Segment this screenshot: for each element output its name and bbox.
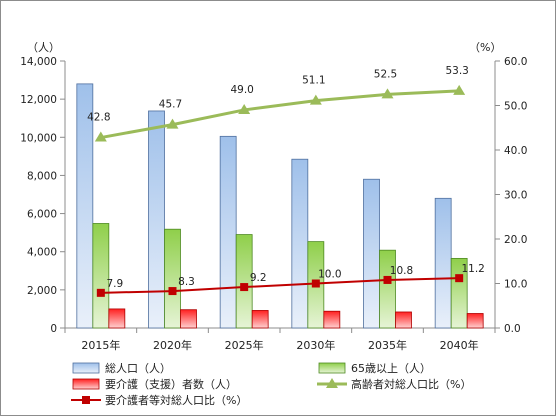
bar: [434, 197, 452, 329]
category-label: 2015年: [81, 338, 120, 352]
legend-item: 高齢者対総人口比（%）: [317, 377, 471, 391]
data-label: 10.0: [318, 269, 341, 281]
legend-label: 総人口（人）: [105, 361, 171, 375]
bar: [466, 313, 484, 329]
y-right-tick-label: 30.0: [504, 190, 527, 202]
legend-swatch: [72, 362, 100, 374]
line-point: [309, 94, 322, 105]
y-right-unit: （%）: [469, 41, 501, 54]
legend-item: 要介護（支援）者数（人）: [72, 377, 237, 391]
data-label: 49.0: [230, 84, 253, 96]
line-point: [455, 274, 464, 283]
line-point: [311, 279, 320, 288]
y-left-tick-labels: 0 2,000 4,000 6,000 8,000 10,000 12,000 14,000: [20, 56, 57, 335]
line-point: [453, 84, 466, 95]
line-point: [238, 103, 251, 114]
bar: [379, 249, 396, 329]
legend: 総人口（人） 65歳以上（人） 要介護（支援）者数（人） 高齢者対総人口比（%） 要介護…: [71, 361, 471, 407]
bar: [219, 135, 237, 329]
category-label: 2030年: [296, 338, 335, 352]
bar: [323, 310, 341, 329]
y-left-tick-label: 4,000: [27, 247, 57, 259]
y-left-tick-label: 0: [50, 323, 57, 335]
line-point: [240, 283, 249, 292]
y-right-tick-label: 20.0: [504, 234, 527, 246]
y-left-tick-label: 6,000: [27, 209, 57, 221]
legend-item: 総人口（人）: [72, 361, 171, 375]
bar: [180, 309, 197, 329]
y-left-tick-label: 14,000: [20, 56, 57, 68]
category-label: 2020年: [153, 338, 192, 352]
axes: [60, 60, 500, 333]
bar-marks: [76, 83, 484, 329]
data-label: 7.9: [106, 278, 123, 290]
legend-label: 要介護者等対総人口比（%）: [105, 393, 247, 407]
legend-swatch: [72, 378, 100, 390]
line-point: [166, 118, 179, 129]
data-label: 42.8: [87, 112, 110, 124]
data-label: 10.8: [390, 265, 413, 277]
series-line: [100, 89, 460, 140]
bar: [395, 311, 412, 329]
category-label: 2025年: [225, 338, 264, 352]
y-right-tick-label: 0.0: [504, 323, 521, 335]
legend-marker: [82, 396, 90, 404]
y-left-tick-label: 12,000: [20, 94, 57, 106]
bar: [108, 308, 126, 329]
y-right-tick-label: 50.0: [504, 101, 527, 113]
y-left-unit: （人）: [27, 41, 60, 54]
data-label: 9.2: [250, 272, 267, 284]
bar: [235, 234, 253, 329]
bar: [164, 228, 181, 329]
legend-item: 65歳以上（人）: [318, 362, 431, 375]
legend-marker: [326, 378, 338, 388]
category-labels: 2015年 2020年 2025年 2030年 2035年 2040年: [81, 338, 478, 352]
bar: [148, 110, 165, 329]
bar: [76, 83, 94, 329]
line-point: [94, 131, 107, 142]
y-right-tick-label: 60.0: [504, 56, 527, 68]
line-point: [168, 287, 177, 296]
legend-label: 要介護（支援）者数（人）: [105, 377, 237, 391]
data-label: 45.7: [159, 99, 182, 111]
legend-label: 高齢者対総人口比（%）: [351, 377, 471, 391]
data-label: 53.3: [445, 65, 468, 77]
line-point: [96, 288, 105, 297]
data-label: 11.2: [461, 263, 484, 275]
y-right-tick-label: 40.0: [504, 145, 527, 157]
bar: [92, 223, 110, 329]
data-label: 51.1: [302, 75, 325, 87]
bar: [363, 178, 380, 329]
bar: [291, 158, 309, 329]
data-label: 52.5: [374, 68, 397, 80]
legend-label: 65歳以上（人）: [351, 362, 431, 375]
y-right-tick-label: 10.0: [504, 279, 527, 291]
line-point: [381, 88, 394, 99]
category-label: 2035年: [368, 338, 407, 352]
line-point: [383, 275, 392, 284]
line-marks: 42.8 45.7 49.0 51.1 52.5 53.3 7.9 8.3 9.2 10.0 10.…: [87, 65, 485, 297]
legend-swatch: [318, 362, 346, 374]
y-right-tick-labels: 0.0 10.0 20.0 30.0 40.0 50.0 60.0: [504, 56, 527, 335]
y-left-tick-label: 8,000: [27, 170, 57, 182]
series-line: [100, 277, 460, 294]
y-left-tick-label: 2,000: [27, 285, 57, 297]
bar: [251, 310, 269, 329]
data-label: 8.3: [178, 276, 195, 288]
legend-item: 要介護者等対総人口比（%）: [71, 393, 247, 407]
category-label: 2040年: [440, 338, 479, 352]
y-left-tick-label: 10,000: [20, 132, 57, 144]
